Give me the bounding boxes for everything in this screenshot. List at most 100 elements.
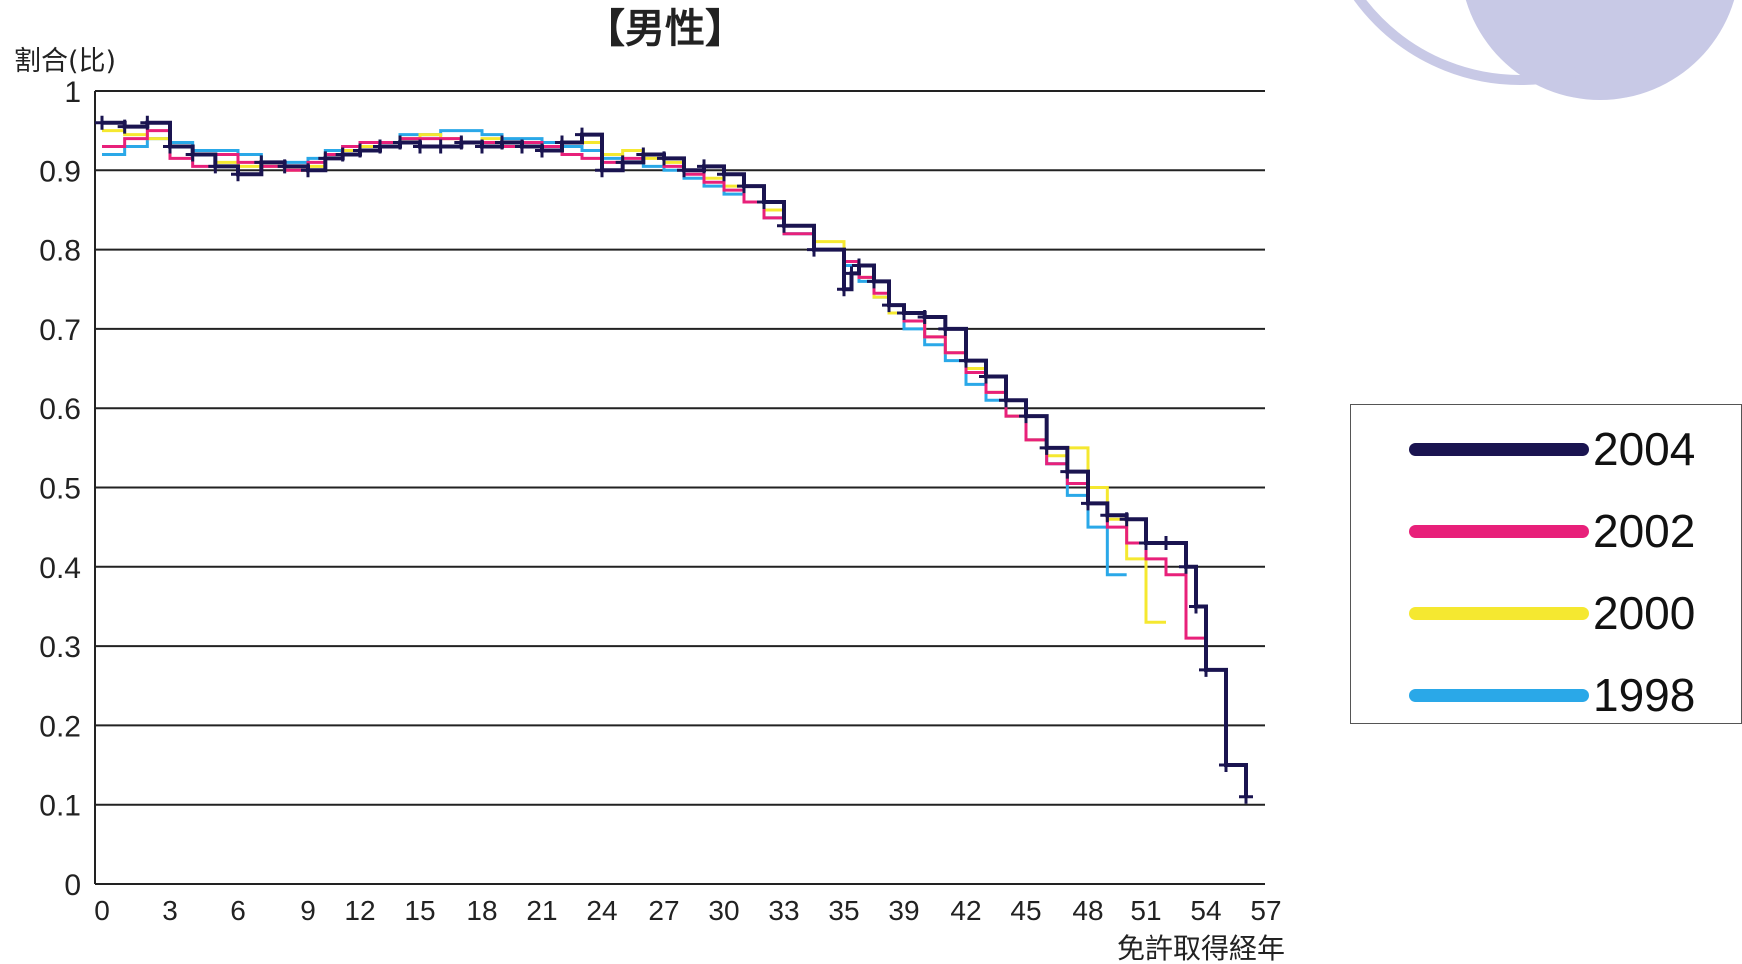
- data-point-marker: [1219, 758, 1233, 773]
- x-tick-label: 18: [466, 895, 497, 926]
- data-point-marker: [1019, 409, 1033, 424]
- data-point-marker: [852, 258, 866, 273]
- legend-swatch: [1409, 525, 1589, 538]
- data-point-marker: [1039, 440, 1054, 455]
- data-point-marker: [555, 135, 569, 150]
- data-point-marker: [535, 143, 549, 158]
- y-tick-label: 1: [64, 76, 81, 109]
- x-axis-label: 免許取得経年: [1117, 932, 1285, 964]
- legend-label: 2002: [1593, 505, 1696, 557]
- data-point-marker: [1119, 512, 1134, 527]
- x-tick-label: 57: [1250, 895, 1281, 926]
- data-point-marker: [475, 139, 489, 154]
- x-tick-label: 54: [1190, 895, 1221, 926]
- data-point-marker: [335, 147, 350, 162]
- data-point-marker: [897, 306, 911, 321]
- data-point-marker: [807, 242, 821, 257]
- series-line-2002: [102, 129, 1208, 670]
- data-point-marker: [844, 266, 859, 281]
- x-tick-label: 30: [708, 895, 739, 926]
- data-point-marker: [353, 143, 367, 158]
- data-point-marker: [413, 139, 427, 154]
- data-point-marker: [1081, 496, 1095, 511]
- x-tick-label: 45: [1010, 895, 1041, 926]
- data-point-marker: [575, 127, 589, 142]
- data-point-marker: [737, 179, 751, 194]
- data-point-marker: [95, 115, 109, 130]
- data-point-marker: [777, 218, 791, 233]
- legend-item-2002: 2002: [1409, 501, 1739, 561]
- legend-label: 2004: [1593, 423, 1696, 475]
- y-tick-label: 0.5: [39, 473, 81, 506]
- data-point-marker: [595, 163, 609, 178]
- data-point-marker: [185, 147, 200, 162]
- chart-legend: 2004 2002 2000 1998: [1350, 404, 1742, 724]
- data-point-marker: [373, 139, 387, 154]
- x-tick-label: 42: [950, 895, 981, 926]
- data-point-marker: [615, 155, 630, 170]
- data-point-marker: [917, 310, 932, 325]
- x-tick-label: 27: [648, 895, 679, 926]
- y-axis-label: 割合(比): [14, 46, 116, 77]
- data-point-marker: [1179, 559, 1193, 574]
- y-tick-label: 0.3: [39, 631, 81, 664]
- data-point-marker: [636, 147, 651, 162]
- x-tick-label: 0: [94, 895, 110, 926]
- x-tick-label: 48: [1072, 895, 1103, 926]
- x-tick-label: 12: [344, 895, 375, 926]
- legend-item-2004: 2004: [1409, 419, 1739, 479]
- data-point-marker: [277, 159, 292, 174]
- data-point-marker: [1199, 662, 1213, 677]
- legend-swatch: [1409, 443, 1589, 456]
- data-point-marker: [1139, 536, 1153, 551]
- x-tick-label: 9: [300, 895, 316, 926]
- data-point-marker: [938, 321, 953, 336]
- y-tick-label: 0: [64, 869, 81, 902]
- data-point-marker: [208, 159, 223, 174]
- y-tick-label: 0.8: [39, 235, 81, 268]
- x-tick-label: 3: [162, 895, 178, 926]
- data-point-marker: [163, 139, 177, 154]
- x-tick-label: 15: [404, 895, 435, 926]
- legend-label: 1998: [1593, 669, 1696, 721]
- data-point-marker: [1060, 464, 1075, 479]
- data-point-marker: [717, 167, 731, 182]
- data-point-marker: [301, 163, 315, 178]
- data-point-marker: [433, 139, 448, 154]
- data-point-marker: [495, 135, 509, 150]
- data-point-marker: [515, 139, 529, 154]
- data-point-marker: [882, 298, 896, 313]
- y-tick-label: 0.6: [39, 393, 81, 426]
- legend-item-1998: 1998: [1409, 665, 1739, 725]
- data-point-marker: [231, 167, 245, 182]
- x-tick-label: 21: [526, 895, 557, 926]
- data-point-marker: [979, 369, 993, 384]
- series-line-1998: [102, 129, 1127, 577]
- data-point-marker: [1159, 536, 1173, 551]
- y-tick-label: 0.4: [39, 552, 81, 585]
- data-point-marker: [999, 393, 1013, 408]
- series-line-2004: [102, 120, 1248, 797]
- y-tick-label: 0.9: [39, 155, 81, 188]
- legend-item-2000: 2000: [1409, 583, 1739, 643]
- data-point-marker: [657, 151, 671, 166]
- legend-swatch: [1409, 689, 1589, 702]
- chart-title: 【男性】: [585, 6, 745, 52]
- y-tick-label: 0.2: [39, 710, 81, 743]
- data-point-marker: [117, 119, 132, 134]
- data-point-marker: [140, 115, 155, 130]
- data-point-marker: [837, 282, 851, 297]
- data-point-marker: [318, 151, 333, 166]
- data-point-marker: [677, 163, 691, 178]
- x-tick-label: 24: [586, 895, 617, 926]
- data-point-marker: [1100, 508, 1115, 523]
- y-tick-label: 0.1: [39, 790, 81, 823]
- y-tick-label: 0.7: [39, 314, 81, 347]
- x-tick-label: 35: [828, 895, 859, 926]
- data-point-marker: [454, 135, 469, 150]
- data-point-marker: [757, 195, 771, 210]
- data-point-marker: [697, 159, 711, 174]
- data-point-marker: [1189, 599, 1203, 614]
